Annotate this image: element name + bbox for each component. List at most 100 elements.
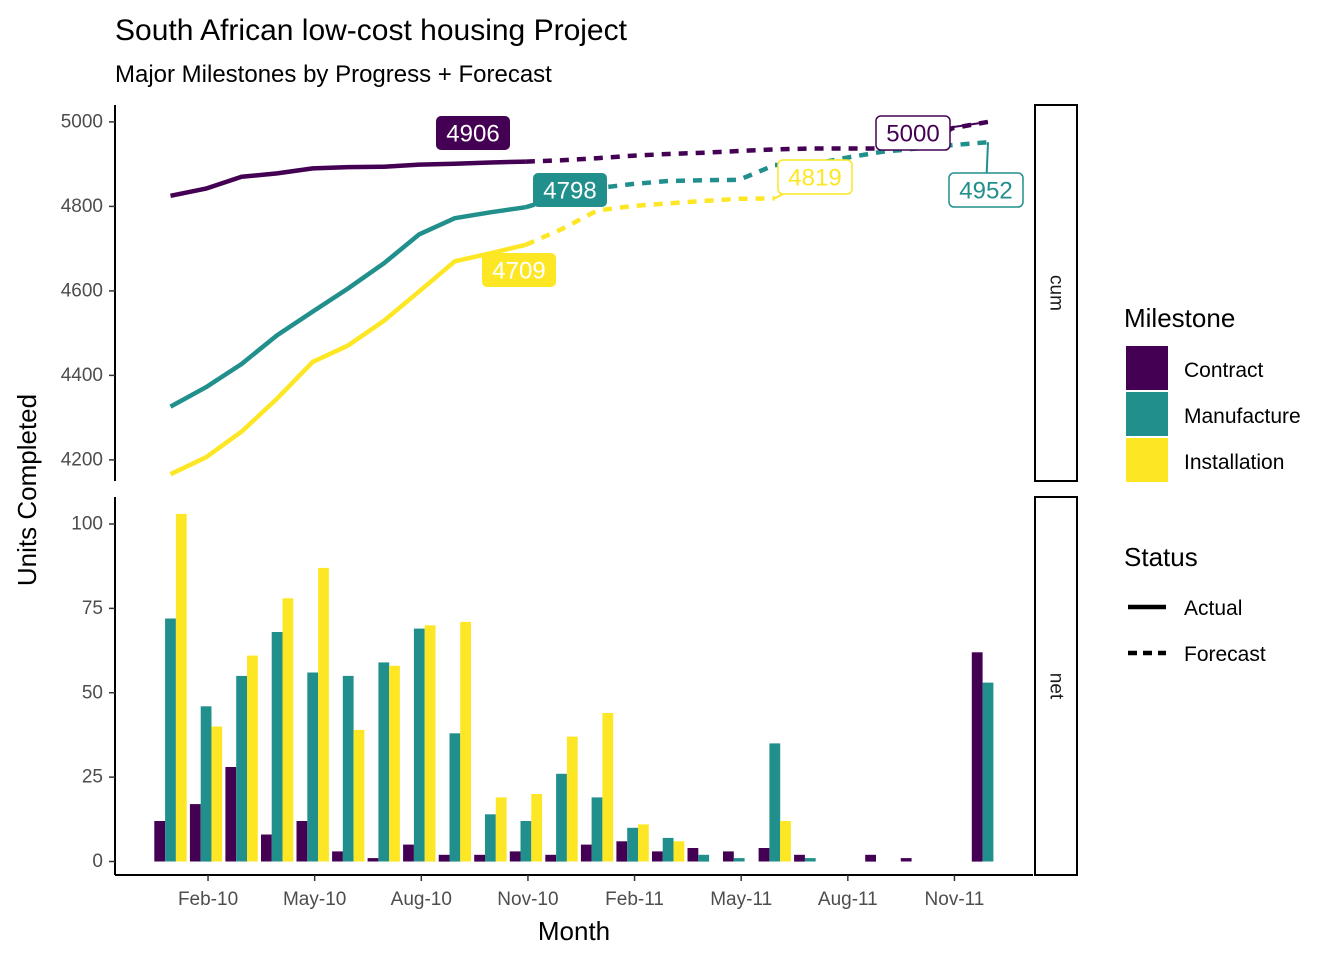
bar-contract-nov-10 bbox=[509, 851, 521, 862]
net-y-tick-label: 0 bbox=[92, 851, 103, 872]
bar-contract-jul-11 bbox=[794, 854, 805, 862]
bar-manufacture-may-11 bbox=[733, 858, 745, 862]
legend-milestone: Milestone Contract Manufacture Installat… bbox=[1124, 303, 1301, 482]
bar-contract-jun-11 bbox=[758, 848, 770, 862]
legend-label-forecast: Forecast bbox=[1184, 643, 1266, 666]
legend-label-contract: Contract bbox=[1184, 359, 1264, 382]
bar-contract-feb-10 bbox=[189, 804, 201, 862]
bar-installation-jun-10 bbox=[353, 729, 365, 862]
legend-label-actual: Actual bbox=[1184, 597, 1242, 620]
bar-installation-jun-11 bbox=[780, 821, 791, 862]
bar-installation-aug-10 bbox=[424, 625, 436, 862]
bar-contract-jul-10 bbox=[367, 858, 379, 862]
legend-swatch-contract bbox=[1126, 346, 1168, 390]
bar-manufacture-nov-10 bbox=[520, 821, 532, 862]
bar-contract-oct-11 bbox=[900, 858, 912, 862]
cum-y-tick-label: 4600 bbox=[61, 280, 103, 301]
label-text: 4906 bbox=[446, 121, 499, 148]
x-tick-label: Nov-11 bbox=[925, 889, 985, 910]
cum-strip-label: cum bbox=[1046, 275, 1067, 311]
cum-panel: 4200 4400 4600 4800 5000 4906 4798 4709 5000 4952… bbox=[61, 105, 1024, 481]
bar-manufacture-dec-10 bbox=[556, 773, 567, 862]
chart-subtitle: Major Milestones by Progress + Forecast bbox=[115, 61, 552, 88]
x-axis-title: Month bbox=[538, 916, 610, 946]
cum-y-tick-label: 4800 bbox=[61, 196, 103, 217]
bar-manufacture-jan-11 bbox=[591, 797, 603, 862]
net-y-tick-label: 50 bbox=[82, 682, 103, 703]
bar-manufacture-may-10 bbox=[307, 672, 319, 862]
bar-contract-mar-10 bbox=[225, 767, 237, 862]
net-strip: net bbox=[1034, 496, 1078, 876]
bar-installation-mar-10 bbox=[247, 655, 258, 862]
bar-manufacture-aug-10 bbox=[413, 628, 425, 862]
x-tick-label: May-10 bbox=[283, 889, 346, 910]
cum-y-tick-label: 5000 bbox=[61, 111, 103, 132]
bar-contract-aug-10 bbox=[403, 844, 414, 862]
label-box bbox=[777, 159, 853, 195]
bar-contract-jan-10 bbox=[154, 821, 166, 862]
label-box bbox=[533, 173, 607, 207]
legend-swatch-installation bbox=[1126, 438, 1168, 482]
bar-installation-feb-10 bbox=[211, 726, 223, 862]
cum-strip: cum bbox=[1034, 104, 1078, 482]
label-box bbox=[875, 115, 951, 151]
bar-manufacture-mar-10 bbox=[236, 675, 247, 862]
bar-installation-jan-11 bbox=[602, 713, 614, 862]
label-box bbox=[948, 172, 1024, 208]
label-box bbox=[436, 116, 510, 150]
label-manufacture-forecast-end: 4952 bbox=[948, 172, 1024, 208]
bar-contract-apr-10 bbox=[261, 834, 272, 862]
cum-y-tick-label: 4200 bbox=[61, 449, 103, 470]
bar-installation-sep-10 bbox=[460, 621, 471, 862]
legend-status-title: Status bbox=[1124, 542, 1198, 572]
label-box bbox=[482, 253, 556, 287]
label-text: 4709 bbox=[492, 258, 545, 285]
bar-installation-may-10 bbox=[318, 567, 329, 862]
bar-contract-dec-10 bbox=[545, 854, 557, 862]
label-installation-actual-end: 4709 bbox=[482, 253, 556, 287]
bar-manufacture-jan-10 bbox=[165, 618, 176, 862]
bar-contract-jan-11 bbox=[580, 844, 592, 862]
legend-milestone-title: Milestone bbox=[1124, 303, 1235, 333]
net-y-tick-label: 75 bbox=[82, 598, 103, 619]
bar-manufacture-feb-11 bbox=[627, 827, 638, 862]
x-axis: Feb-10 May-10 Aug-10 Nov-10 Feb-11 May-11 Aug-… bbox=[178, 875, 984, 910]
bar-contract-sep-10 bbox=[438, 854, 450, 862]
bar-installation-jul-10 bbox=[389, 665, 400, 862]
bar-contract-may-10 bbox=[296, 821, 308, 862]
bar-contract-feb-11 bbox=[616, 841, 628, 862]
x-tick-label: Nov-10 bbox=[497, 889, 558, 910]
net-panel: 0 25 50 75 100 bbox=[71, 497, 1033, 876]
net-y-tick-label: 25 bbox=[82, 767, 103, 788]
line-contract-actual bbox=[170, 159, 526, 199]
x-tick-label: Aug-11 bbox=[818, 889, 878, 910]
bar-manufacture-apr-10 bbox=[271, 632, 283, 862]
x-tick-label: Feb-10 bbox=[178, 889, 238, 910]
label-text: 5000 bbox=[886, 121, 939, 148]
legend-status: Status Actual Forecast bbox=[1124, 542, 1266, 666]
bar-installation-mar-11 bbox=[673, 841, 685, 862]
bar-manufacture-jun-10 bbox=[342, 675, 354, 862]
bar-installation-nov-10 bbox=[531, 794, 543, 862]
bar-contract-jun-10 bbox=[332, 851, 343, 862]
bar-contract-mar-11 bbox=[652, 851, 663, 862]
label-manufacture-actual-end: 4798 bbox=[533, 173, 607, 207]
label-text: 4798 bbox=[543, 178, 596, 205]
bar-installation-apr-10 bbox=[282, 598, 294, 862]
bar-manufacture-apr-11 bbox=[698, 854, 710, 862]
cum-y-tick-label: 4400 bbox=[61, 365, 103, 386]
bar-contract-apr-11 bbox=[687, 848, 699, 862]
bar-manufacture-dec-11 bbox=[982, 682, 994, 862]
label-installation-forecast-end: 4819 bbox=[777, 159, 853, 195]
bar-manufacture-oct-10 bbox=[485, 814, 496, 862]
bar-manufacture-jul-10 bbox=[378, 662, 390, 862]
bar-installation-oct-10 bbox=[495, 797, 507, 862]
net-y-tick-label: 100 bbox=[71, 514, 103, 535]
bar-contract-oct-10 bbox=[474, 854, 485, 862]
legend-label-installation: Installation bbox=[1184, 451, 1284, 474]
label-text: 4952 bbox=[959, 178, 1012, 205]
x-tick-label: Aug-10 bbox=[391, 889, 452, 910]
bar-manufacture-feb-10 bbox=[200, 706, 212, 862]
chart-title: South African low-cost housing Project bbox=[115, 14, 628, 47]
